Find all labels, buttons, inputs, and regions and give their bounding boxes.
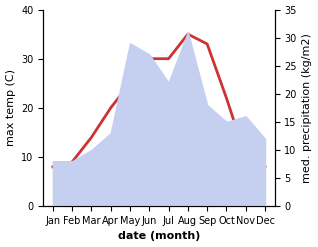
Y-axis label: med. precipitation (kg/m2): med. precipitation (kg/m2) — [302, 33, 313, 183]
Y-axis label: max temp (C): max temp (C) — [5, 69, 16, 146]
X-axis label: date (month): date (month) — [118, 231, 200, 242]
